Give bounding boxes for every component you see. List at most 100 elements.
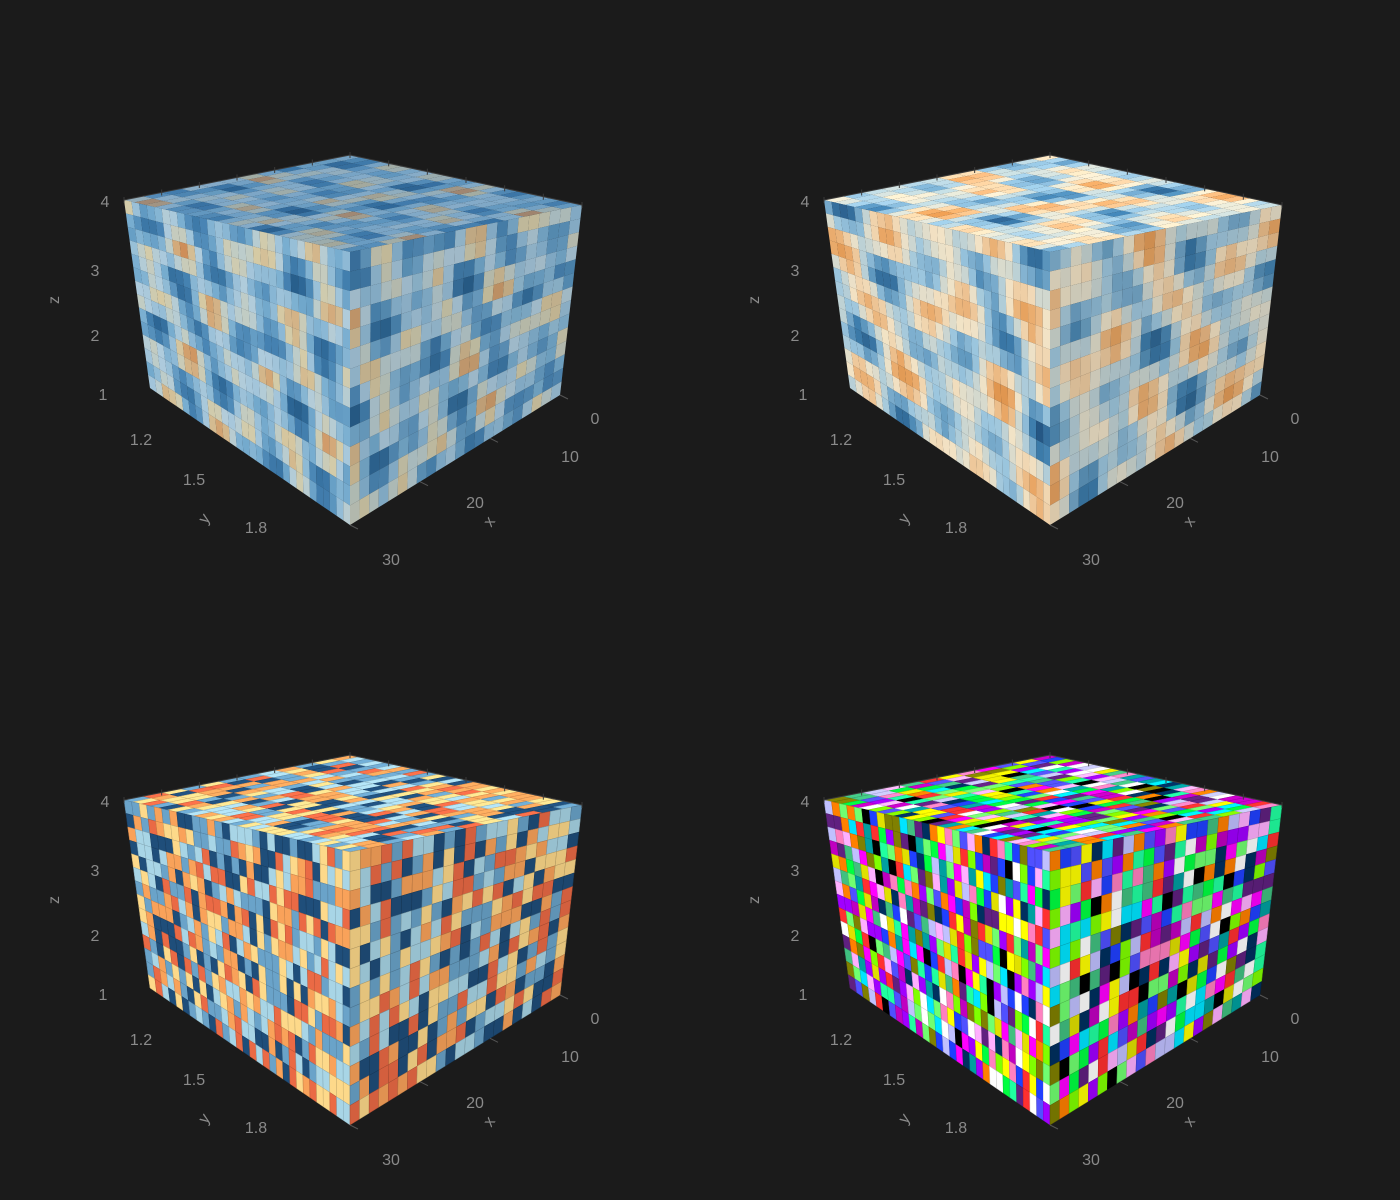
left-cell — [1036, 458, 1044, 482]
right-cell — [359, 456, 370, 481]
top-cell — [921, 194, 952, 201]
top-cell — [511, 202, 542, 209]
left-cell — [336, 496, 344, 521]
right-cell — [418, 391, 430, 414]
panel-4[interactable]: 1 2 3 4 z 1.2 1.5 1.8 y 0 10 20 30 x — [700, 600, 1400, 1200]
right-cell — [442, 863, 455, 885]
top-cell — [1081, 197, 1111, 204]
left-cell — [949, 327, 958, 348]
left-cell — [998, 911, 1007, 934]
left-cell — [937, 842, 947, 862]
panel-1[interactable]: 1 2 3 4 z 1.2 1.5 1.8 y 0 10 20 30 x — [0, 0, 700, 600]
right-cell — [1080, 898, 1092, 921]
right-cell — [1050, 307, 1061, 330]
top-cell — [441, 203, 472, 210]
left-cell — [930, 840, 940, 860]
left-cell — [305, 259, 313, 281]
left-cell — [885, 371, 894, 391]
left-cell — [969, 302, 978, 322]
top-cell — [1065, 218, 1095, 225]
top-cell — [985, 216, 1015, 223]
top-cell — [417, 181, 447, 188]
left-cell — [921, 406, 929, 427]
left-cell — [342, 250, 350, 272]
left-cell — [851, 247, 861, 264]
top-cell — [436, 177, 466, 184]
left-cell — [1043, 481, 1050, 506]
top-cell — [335, 171, 365, 178]
left-cell — [875, 392, 884, 411]
right-cell — [1190, 312, 1202, 333]
top-cell — [899, 181, 929, 188]
left-cell — [204, 368, 213, 388]
left-cell — [902, 337, 911, 357]
panel-2[interactable]: 1 2 3 4 z 1.2 1.5 1.8 y 0 10 20 30 x — [700, 0, 1400, 600]
left-cell — [1002, 456, 1010, 480]
right-cell — [1203, 394, 1215, 416]
right-cell — [1060, 847, 1072, 870]
left-cell — [138, 256, 148, 273]
right-cell — [1122, 252, 1134, 273]
left-cell — [313, 335, 322, 358]
left-cell — [988, 448, 997, 471]
right-cell — [1101, 274, 1113, 296]
right-cell — [1091, 295, 1102, 318]
left-cell — [866, 252, 876, 269]
left-cell — [297, 839, 306, 861]
left-cell — [174, 324, 183, 343]
top-cell — [532, 206, 563, 213]
left-cell — [206, 383, 215, 403]
right-cell — [451, 294, 463, 315]
left-cell — [1001, 420, 1009, 443]
right-cell — [546, 237, 559, 255]
left-cell — [1012, 243, 1021, 264]
right-cell — [1166, 400, 1177, 422]
top-cell — [1222, 204, 1253, 211]
left-cell — [335, 1000, 344, 1025]
left-cell — [131, 253, 141, 270]
left-cell — [894, 246, 903, 264]
right-cell — [1122, 269, 1134, 290]
top-cell — [396, 225, 426, 232]
top-cell — [911, 192, 941, 199]
x-tick-mark — [1049, 1124, 1059, 1130]
left-cell — [176, 212, 186, 229]
right-cell — [1069, 395, 1080, 419]
left-cell — [313, 916, 322, 939]
left-cell — [1042, 366, 1050, 389]
right-cell — [400, 328, 412, 351]
right-cell — [397, 471, 408, 496]
left-cell — [1035, 905, 1043, 928]
left-cell — [328, 360, 336, 383]
right-cell — [1050, 326, 1061, 350]
left-cell — [971, 353, 980, 375]
left-cell — [233, 399, 242, 420]
top-cell — [1173, 209, 1203, 217]
right-cell — [1070, 301, 1081, 324]
left-cell — [336, 1096, 344, 1121]
right-cell — [505, 379, 516, 401]
left-cell — [933, 399, 942, 420]
left-cell — [893, 230, 902, 249]
top-cell — [276, 223, 307, 230]
left-cell — [976, 904, 986, 926]
panel-3[interactable]: 1 2 3 4 z 1.2 1.5 1.8 y 0 10 20 30 x — [0, 600, 700, 1200]
left-cell — [342, 346, 350, 369]
right-cell — [1101, 874, 1113, 897]
top-cell — [482, 203, 512, 210]
top-cell — [1024, 169, 1055, 176]
left-cell — [1019, 863, 1029, 885]
right-cell — [1147, 393, 1159, 416]
left-cell — [240, 403, 249, 424]
right-cell — [520, 301, 533, 321]
left-cell — [261, 431, 270, 454]
right-cell — [1186, 222, 1198, 241]
left-cell — [160, 317, 169, 336]
left-cell — [227, 411, 236, 432]
left-cell — [283, 889, 292, 911]
top-cell — [1022, 161, 1053, 168]
